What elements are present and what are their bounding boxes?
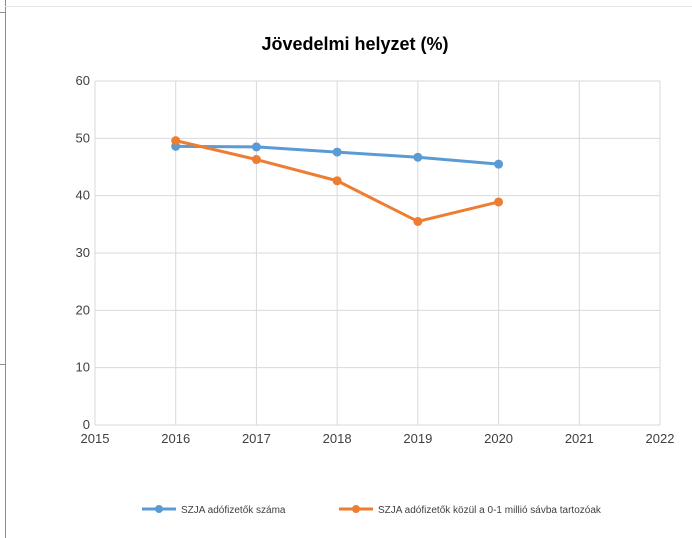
x-tick-label: 2016 bbox=[161, 431, 190, 446]
y-tick-label: 60 bbox=[76, 73, 90, 88]
x-tick-label: 2021 bbox=[565, 431, 594, 446]
y-tick-label: 30 bbox=[76, 245, 90, 260]
data-point-series-1 bbox=[251, 142, 261, 152]
legend-marker-2 bbox=[352, 505, 360, 513]
data-point-series-2 bbox=[251, 155, 261, 165]
frame-top-border bbox=[5, 6, 692, 7]
data-point-series-2 bbox=[494, 197, 504, 207]
data-point-series-2 bbox=[171, 136, 181, 146]
legend-marker-1 bbox=[155, 505, 163, 513]
legend-label-1: SZJA adófizetők száma bbox=[181, 505, 286, 516]
x-tick-label: 2015 bbox=[81, 431, 110, 446]
chart-title: Jövedelmi helyzet (%) bbox=[261, 34, 448, 54]
data-point-series-1 bbox=[494, 159, 504, 169]
y-tick-label: 50 bbox=[76, 130, 90, 145]
x-tick-label: 2022 bbox=[646, 431, 675, 446]
y-tick-label: 40 bbox=[76, 188, 90, 203]
data-point-series-1 bbox=[413, 152, 423, 162]
grid-lines bbox=[94, 80, 661, 426]
frame-left-border bbox=[5, 0, 6, 538]
frame-tick-top bbox=[0, 12, 6, 13]
legend: SZJA adófizetők száma SZJA adófizetők köz… bbox=[142, 505, 602, 516]
axis-tick-labels: 0 10 20 30 40 50 60 2015 2016 2017 2018 2019 2020 202… bbox=[76, 73, 675, 446]
x-tick-label: 2019 bbox=[403, 431, 432, 446]
frame-tick-middle bbox=[0, 364, 6, 365]
x-tick-label: 2020 bbox=[484, 431, 513, 446]
y-tick-label: 10 bbox=[76, 360, 90, 375]
data-point-series-2 bbox=[332, 176, 342, 186]
x-tick-label: 2018 bbox=[323, 431, 352, 446]
data-point-series-2 bbox=[413, 216, 423, 226]
y-tick-label: 20 bbox=[76, 302, 90, 317]
data-point-series-1 bbox=[332, 147, 342, 157]
y-tick-label: 0 bbox=[83, 417, 90, 432]
series-lines bbox=[171, 136, 504, 226]
legend-label-2: SZJA adófizetők közül a 0-1 millió sávba… bbox=[378, 505, 602, 516]
x-tick-label: 2017 bbox=[242, 431, 271, 446]
